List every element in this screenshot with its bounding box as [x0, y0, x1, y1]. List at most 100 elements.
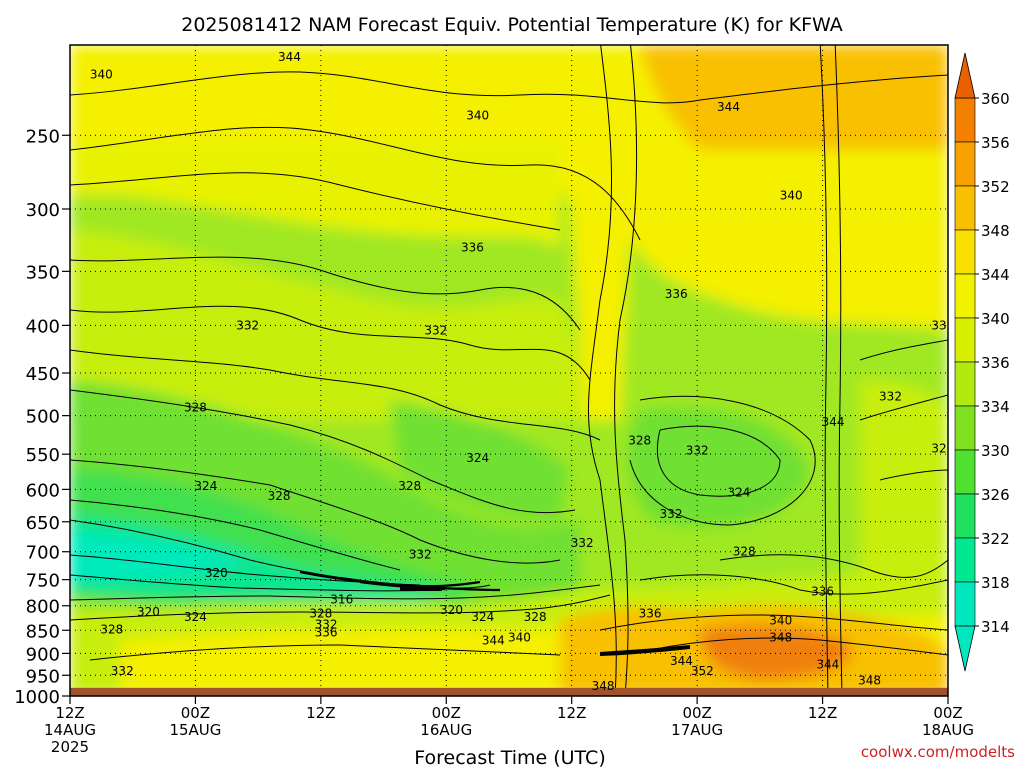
- field-fill: [70, 45, 948, 696]
- contour-label-0: 340: [90, 67, 113, 81]
- colorbar-bin-4: [954, 273, 976, 319]
- contour-label-42: 332: [111, 664, 134, 678]
- colorbar-bin-5: [954, 317, 976, 363]
- x-tick-label-12-1: 00Z: [181, 704, 210, 722]
- colorbar-bin-9: [954, 493, 976, 539]
- field-green-center: [390, 400, 570, 520]
- colorbar-bin-0: [954, 97, 976, 143]
- contour-label-11: 328: [184, 400, 207, 414]
- contour-label-47: 348: [858, 673, 881, 687]
- colorbar-label-322: 322: [981, 530, 1010, 548]
- x-tick-label-0-3: 2025: [51, 738, 89, 756]
- colorbar-bin-1: [954, 141, 976, 187]
- bl-gradient-core: [600, 645, 690, 656]
- x-tick-label-60-1: 00Z: [682, 704, 711, 722]
- contour-line-7: [70, 459, 561, 564]
- x-tick-label-60-2: 17AUG: [671, 721, 723, 739]
- contour-label-25: 320: [205, 566, 228, 580]
- contour-line-17: [819, 45, 829, 696]
- contour-label-20: 328: [398, 479, 421, 493]
- contour-line-27: [879, 469, 948, 481]
- colorbar-label-330: 330: [981, 442, 1010, 460]
- contour-label-35: 336: [315, 626, 338, 640]
- contour-label-17: 324: [194, 479, 217, 493]
- contour-label-39: 348: [769, 630, 792, 644]
- colorbar-bin-7: [954, 405, 976, 451]
- contour-label-34: 332: [315, 618, 338, 632]
- contour-label-14: 332: [686, 443, 709, 457]
- field-upper-yellow2: [70, 140, 560, 250]
- contour-line-3: [70, 256, 581, 331]
- y-tick-label-350: 350: [26, 262, 60, 283]
- colorbar-label-340: 340: [981, 310, 1010, 328]
- y-tick-label-750: 750: [26, 571, 60, 592]
- contour-label-15: 344: [822, 415, 845, 429]
- chart-title: 2025081412 NAM Forecast Equiv. Potential…: [181, 14, 843, 36]
- contour-label-37: 336: [639, 606, 662, 620]
- y-tick-label-600: 600: [26, 480, 60, 501]
- colorbar-label-348: 348: [981, 222, 1010, 240]
- x-axis-label: Forecast Time (UTC): [414, 747, 605, 768]
- y-tick-label-1000: 1000: [14, 687, 60, 708]
- contour-line-22: [599, 614, 948, 631]
- contour-label-29: 324: [184, 610, 207, 624]
- contour-label-28: 320: [137, 605, 160, 619]
- contour-label-1: 344: [278, 50, 301, 64]
- contour-line-15: [587, 45, 617, 696]
- contour-label-36: 328: [100, 622, 123, 636]
- contour-line-2: [70, 172, 561, 231]
- x-tick-label-36-2: 16AUG: [420, 721, 472, 739]
- credit-text: coolwx.com/modelts: [861, 743, 1015, 761]
- colorbar: 360 356 352 348 344 340 336 334 330 326 322 318 314: [954, 52, 1010, 672]
- contour-line-25: [859, 339, 948, 361]
- contour-line-18: [834, 45, 843, 696]
- plot-frame: [69, 44, 949, 697]
- contour-label-4: 340: [780, 188, 803, 202]
- contour-line-12: [70, 584, 601, 601]
- contour-line-8: [70, 499, 401, 571]
- contour-label-7: 336: [931, 318, 954, 332]
- x-tick-label-84-2: 18AUG: [922, 721, 974, 739]
- colorbar-bin-6: [954, 361, 976, 407]
- contour-label-27: 316: [330, 593, 353, 607]
- contour-label-5: 336: [461, 241, 484, 255]
- contour-label-10: 332: [879, 390, 902, 404]
- contour-label-46: 348: [592, 679, 615, 693]
- y-tick-label-250: 250: [26, 126, 60, 147]
- theta-e-field: [70, 45, 948, 696]
- y-tick-label-850: 850: [26, 621, 60, 642]
- contour-line-6: [70, 389, 576, 514]
- colorbar-bin-3: [954, 229, 976, 275]
- y-tick-label-300: 300: [26, 200, 60, 221]
- colorbar-label-360: 360: [981, 90, 1010, 108]
- colorbar-label-326: 326: [981, 486, 1010, 504]
- y-tick-label-550: 550: [26, 445, 60, 466]
- contour-label-13: 328: [931, 441, 954, 455]
- contour-label-40: 344: [482, 634, 505, 648]
- colorbar-label-314: 314: [981, 618, 1010, 636]
- colorbar-label-344: 344: [981, 266, 1010, 284]
- contour-label-31: 324: [471, 610, 494, 624]
- contour-label-22: 332: [571, 536, 594, 550]
- contour-label-16: 324: [466, 451, 489, 465]
- colorbar-label-352: 352: [981, 178, 1010, 196]
- contour-label-21: 332: [660, 507, 683, 521]
- colorbar-label-336: 336: [981, 354, 1010, 372]
- grid-lines: [70, 45, 948, 688]
- colorbar-label-334: 334: [981, 398, 1010, 416]
- x-tick-label-0-1: 12Z: [55, 704, 84, 722]
- x-tick-label-48-1: 12Z: [557, 704, 586, 722]
- contour-label-24: 328: [733, 545, 756, 559]
- y-axis: 2503003504004505005506006507007508008509…: [14, 126, 70, 708]
- colorbar-bin-10: [954, 537, 976, 583]
- contour-label-8: 332: [236, 318, 259, 332]
- contour-label-30: 320: [440, 603, 463, 617]
- x-tick-label-84-1: 00Z: [933, 704, 962, 722]
- contour-label-44: 352: [691, 664, 714, 678]
- x-tick-label-12-2: 15AUG: [169, 721, 221, 739]
- y-tick-label-800: 800: [26, 597, 60, 618]
- y-tick-label-650: 650: [26, 513, 60, 534]
- y-tick-label-900: 900: [26, 644, 60, 665]
